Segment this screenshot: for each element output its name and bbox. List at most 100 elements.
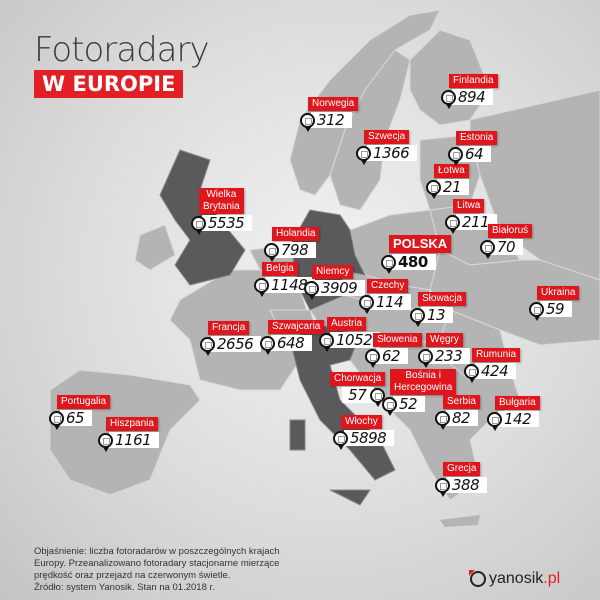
- count-row: 57: [330, 387, 386, 407]
- camera-count: 59: [540, 301, 573, 317]
- speed-camera-pin-icon: [441, 89, 456, 109]
- country-label: Holandia: [272, 227, 320, 241]
- speed-camera-pin-icon: [365, 348, 380, 368]
- country-label: Węgry: [426, 333, 463, 347]
- camera-count: 2656: [211, 336, 262, 352]
- camera-count: 65: [60, 410, 93, 426]
- country-label: Hiszpania: [106, 417, 158, 431]
- marker: Belgia 1148: [254, 258, 316, 297]
- speed-camera-pin-icon: [356, 145, 371, 165]
- marker: Węgry 233: [418, 329, 471, 368]
- country-label: Estonia: [456, 131, 498, 145]
- count-row: 2656: [200, 336, 262, 356]
- country-label: Finlandia: [449, 74, 498, 88]
- country-label: Litwa: [453, 199, 485, 213]
- country-label: Ukraina: [537, 286, 580, 300]
- count-row: 424: [464, 363, 520, 383]
- count-row: 233: [418, 348, 471, 368]
- page-subtitle: W EUROPIE: [34, 70, 184, 98]
- camera-count: 894: [452, 89, 494, 105]
- marker: Holandia 798: [264, 223, 320, 262]
- speed-camera-pin-icon: [529, 301, 544, 321]
- count-row: 70: [480, 239, 532, 259]
- count-row: 59: [529, 301, 579, 321]
- camera-count: 57: [342, 387, 375, 403]
- speed-camera-pin-icon: [304, 280, 319, 300]
- country-label: POLSKA: [389, 235, 452, 253]
- speed-camera-pin-icon: [370, 387, 386, 407]
- marker: Łotwa 21: [426, 160, 470, 199]
- marker: Słowacja 13: [410, 288, 467, 327]
- count-row: 1148: [254, 277, 316, 297]
- camera-count: 62: [376, 348, 409, 364]
- marker: Serbia 82: [435, 391, 480, 430]
- logo-name: yanosik: [489, 570, 544, 587]
- speed-camera-pin-icon: [435, 410, 450, 430]
- country-label: Szwecja: [364, 130, 410, 144]
- camera-count: 142: [498, 411, 540, 427]
- country-label: Szwajcaria: [268, 320, 325, 334]
- speed-camera-pin-icon: [300, 112, 315, 132]
- camera-count: 480: [392, 254, 436, 270]
- count-row: 65: [49, 410, 110, 430]
- count-row: 312: [300, 112, 358, 132]
- camera-count: 798: [275, 242, 317, 258]
- marker: Szwajcaria 648: [260, 316, 325, 355]
- count-row: 3909: [304, 280, 366, 300]
- count-row: 1052: [319, 332, 381, 352]
- country-label: Wielka Brytania: [199, 188, 244, 214]
- country-label: Łotwa: [434, 164, 469, 178]
- count-row: 52: [382, 396, 456, 416]
- country-label: Niemcy: [312, 265, 354, 279]
- camera-count: 1161: [109, 432, 160, 448]
- speed-camera-pin-icon: [418, 348, 433, 368]
- speed-camera-pin-icon: [448, 146, 463, 166]
- count-row: 64: [448, 146, 497, 166]
- country-label: Słowenia: [373, 333, 422, 347]
- marker: Estonia 64: [448, 127, 498, 166]
- camera-count: 312: [311, 112, 353, 128]
- count-row: 5535: [191, 215, 253, 235]
- camera-count: 648: [271, 335, 313, 351]
- marker: Białoruś 70: [480, 220, 533, 259]
- speed-camera-pin-icon: [435, 477, 450, 497]
- count-row: 114: [359, 294, 412, 314]
- speed-camera-pin-icon: [260, 335, 275, 355]
- marker: Litwa 211: [445, 195, 498, 234]
- country-label: Białoruś: [488, 224, 533, 238]
- speed-camera-pin-icon: [49, 410, 64, 430]
- country-label: Francja: [208, 321, 250, 335]
- camera-count: 424: [475, 363, 517, 379]
- camera-count: 82: [446, 410, 479, 426]
- marker: Francja 2656: [200, 317, 262, 356]
- camera-count: 64: [459, 146, 492, 162]
- speed-camera-pin-icon: [426, 179, 441, 199]
- count-row: 1366: [356, 145, 418, 165]
- country-label: Belgia: [262, 262, 298, 276]
- camera-count: 52: [393, 396, 426, 412]
- speed-camera-pin-icon: [98, 432, 113, 452]
- speed-camera-pin-icon: [480, 239, 495, 259]
- country-label: Czechy: [367, 279, 409, 293]
- marker: Wielka Brytania 5535: [191, 188, 253, 235]
- count-row: 648: [260, 335, 324, 355]
- marker: Czechy 114: [359, 275, 412, 314]
- marker: Włochy 5898: [333, 411, 395, 450]
- country-label: Rumunia: [472, 348, 521, 362]
- camera-count: 211: [456, 214, 498, 230]
- marker: Słowenia 62: [365, 329, 422, 368]
- camera-count: 5535: [202, 215, 253, 231]
- country-label: Słowacja: [418, 292, 467, 306]
- country-label: Włochy: [341, 415, 382, 429]
- footnote: Objaśnienie: liczba fotoradarów w poszcz…: [34, 546, 280, 593]
- count-row: 480: [381, 254, 451, 274]
- country-ireland: [134, 224, 176, 271]
- speed-camera-pin-icon: [381, 254, 396, 274]
- camera-count: 233: [429, 348, 471, 364]
- speed-camera-pin-icon: [487, 411, 502, 431]
- marker: POLSKA 480: [381, 235, 452, 274]
- speed-camera-pin-icon: [200, 336, 215, 356]
- marker: Bułgaria 142: [487, 392, 540, 431]
- speed-camera-pin-icon: [254, 277, 269, 297]
- marker: Portugalia 65: [49, 391, 111, 430]
